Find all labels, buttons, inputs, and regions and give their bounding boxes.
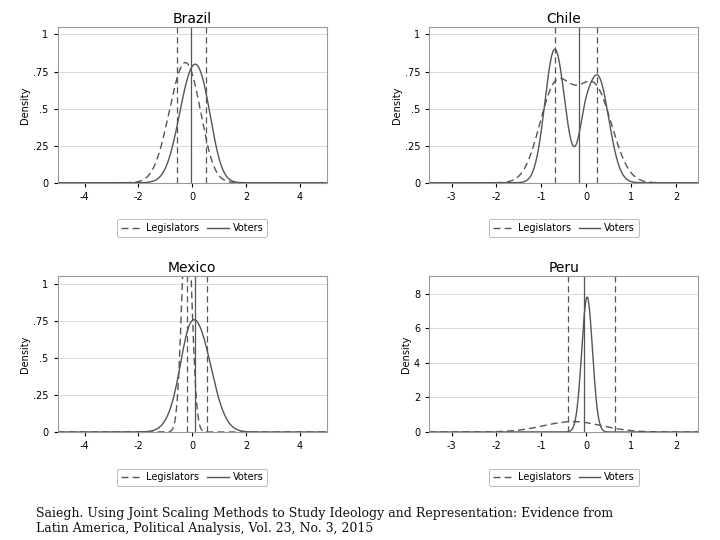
Title: Mexico: Mexico: [168, 261, 217, 275]
Y-axis label: Density: Density: [20, 335, 30, 373]
Legend: Legislators, Voters: Legislators, Voters: [117, 469, 267, 487]
Legend: Legislators, Voters: Legislators, Voters: [489, 219, 639, 237]
Y-axis label: Density: Density: [20, 86, 30, 124]
Title: Peru: Peru: [549, 261, 579, 275]
Legend: Legislators, Voters: Legislators, Voters: [117, 219, 267, 237]
Y-axis label: Density: Density: [401, 335, 411, 373]
Legend: Legislators, Voters: Legislators, Voters: [489, 469, 639, 487]
Title: Brazil: Brazil: [173, 12, 212, 26]
Y-axis label: Density: Density: [392, 86, 402, 124]
Title: Chile: Chile: [546, 12, 581, 26]
Text: Saiegh. Using Joint Scaling Methods to Study Ideology and Representation: Eviden: Saiegh. Using Joint Scaling Methods to S…: [36, 507, 613, 535]
